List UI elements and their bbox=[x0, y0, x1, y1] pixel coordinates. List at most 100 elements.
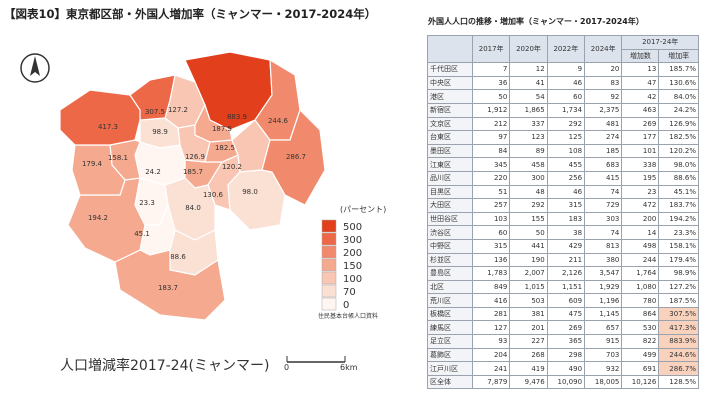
ward-label: 98.0 bbox=[242, 188, 258, 196]
ward-name: 豊島区 bbox=[427, 266, 473, 281]
cell: 244.6% bbox=[658, 347, 699, 363]
cell: 127.2% bbox=[658, 279, 699, 295]
cell: 703 bbox=[584, 347, 623, 363]
cell: 244 bbox=[621, 252, 660, 268]
cell: 1,145 bbox=[584, 306, 623, 322]
cell: 1,151 bbox=[546, 279, 586, 295]
cell: 298 bbox=[546, 347, 586, 363]
cell: 683 bbox=[584, 157, 623, 172]
ward-name: 大田区 bbox=[427, 198, 473, 213]
cell: 458 bbox=[509, 157, 548, 172]
ward-label: 88.6 bbox=[170, 253, 186, 261]
cell: 9,476 bbox=[509, 374, 548, 390]
table-row: 江東区 345 458 455 683 338 98.0% bbox=[427, 157, 699, 172]
table-row: 渋谷区 60 50 38 74 14 23.3% bbox=[427, 225, 699, 240]
cell: 97 bbox=[471, 130, 511, 145]
cell: 415 bbox=[584, 170, 623, 186]
cell: 103 bbox=[471, 211, 511, 227]
cell: 51 bbox=[471, 184, 511, 200]
map: 185.7 130.684.0 24.2 126.9 182.5 120.2 98.0 88.… bbox=[20, 51, 386, 374]
cell: 1,734 bbox=[546, 102, 586, 118]
table-row: 練馬区 127 201 269 657 530 417.3% bbox=[427, 320, 699, 336]
table-row: 品川区 220 300 256 415 195 88.6% bbox=[427, 170, 699, 186]
table-row: 足立区 93 227 365 915 822 883.9% bbox=[427, 334, 699, 349]
ward-name: 板橋区 bbox=[427, 306, 473, 322]
sub-header: 増加率 bbox=[658, 48, 699, 64]
legend-label: 500 bbox=[343, 222, 362, 233]
cell: 303 bbox=[584, 211, 623, 227]
cell: 657 bbox=[584, 320, 623, 336]
legend-swatch bbox=[321, 258, 337, 272]
ward-label: 84.0 bbox=[185, 204, 201, 212]
cell: 74 bbox=[584, 184, 623, 200]
cell: 499 bbox=[621, 347, 660, 363]
group-header: 2017-24年 bbox=[621, 35, 699, 50]
ward-name: 江東区 bbox=[427, 157, 473, 172]
cell: 204 bbox=[471, 347, 511, 363]
cell: 20 bbox=[584, 62, 623, 77]
cell: 101 bbox=[621, 143, 660, 159]
table-row: 荒川区 416 503 609 1,196 780 187.5% bbox=[427, 293, 699, 308]
cell: 24.2% bbox=[658, 102, 699, 118]
cell: 36 bbox=[471, 75, 511, 91]
table-row: 文京区 212 337 292 481 269 126.9% bbox=[427, 116, 699, 132]
cell: 3,547 bbox=[584, 266, 623, 281]
cell: 281 bbox=[471, 306, 511, 322]
cell: 125 bbox=[546, 130, 586, 145]
cell: 1,865 bbox=[509, 102, 548, 118]
cell: 50 bbox=[471, 89, 511, 104]
cell: 46 bbox=[546, 184, 586, 200]
cell: 609 bbox=[546, 293, 586, 308]
ward-name: 新宿区 bbox=[427, 102, 473, 118]
cell: 380 bbox=[584, 252, 623, 268]
cell: 1,912 bbox=[471, 102, 511, 118]
ward-name: 渋谷区 bbox=[427, 225, 473, 240]
ward-name: 荒川区 bbox=[427, 293, 473, 308]
year-header: 2024年 bbox=[584, 34, 623, 64]
ward-name: 墨田区 bbox=[427, 143, 473, 159]
table-row: 江戸川区 241 419 490 932 691 286.7% bbox=[427, 361, 699, 376]
cell: 42 bbox=[621, 89, 660, 104]
cell: 60 bbox=[546, 89, 586, 104]
cell: 498 bbox=[621, 238, 660, 254]
cell: 18,005 bbox=[584, 374, 623, 390]
cell: 2,007 bbox=[509, 266, 548, 281]
cell: 2,375 bbox=[584, 102, 623, 118]
cell: 780 bbox=[621, 293, 660, 308]
cell: 864 bbox=[621, 306, 660, 322]
table-row: 葛飾区 204 268 298 703 499 244.6% bbox=[427, 347, 699, 363]
cell: 503 bbox=[509, 293, 548, 308]
table-row: 世田谷区 103 155 183 303 200 194.2% bbox=[427, 211, 699, 227]
cell: 47 bbox=[621, 75, 660, 91]
cell: 292 bbox=[509, 198, 548, 213]
cell: 315 bbox=[546, 198, 586, 213]
cell: 201 bbox=[509, 320, 548, 336]
cell: 23 bbox=[621, 184, 660, 200]
source-note: 住民基本台帳人口資料 bbox=[318, 312, 378, 320]
ward-label: 23.3 bbox=[139, 199, 155, 207]
legend-swatch bbox=[321, 219, 337, 233]
cell: 813 bbox=[584, 238, 623, 254]
cell: 212 bbox=[471, 116, 511, 132]
cell: 84.0% bbox=[658, 89, 699, 104]
ward bbox=[261, 108, 326, 206]
north-arrow bbox=[20, 53, 50, 83]
cell: 126.9% bbox=[658, 116, 699, 132]
cell: 88.6% bbox=[658, 170, 699, 186]
legend-label: 70 bbox=[343, 287, 356, 298]
map-caption: 人口増減率2017-24(ミャンマー) bbox=[60, 357, 269, 374]
cell: 41 bbox=[509, 75, 548, 91]
cell: 256 bbox=[546, 170, 586, 186]
cell: 185 bbox=[584, 143, 623, 159]
cell: 2,126 bbox=[546, 266, 586, 281]
corner bbox=[427, 34, 473, 64]
cell: 915 bbox=[584, 334, 623, 349]
legend-swatch bbox=[321, 297, 337, 311]
ward-name: 港区 bbox=[427, 89, 473, 104]
ward-name: 台東区 bbox=[427, 130, 473, 145]
cell: 337 bbox=[509, 116, 548, 132]
table-row: 目黒区 51 48 46 74 23 45.1% bbox=[427, 184, 699, 200]
cell: 13 bbox=[621, 62, 660, 77]
table-row: 中野区 315 441 429 813 498 158.1% bbox=[427, 238, 699, 254]
ward-label: 286.7 bbox=[286, 153, 306, 161]
